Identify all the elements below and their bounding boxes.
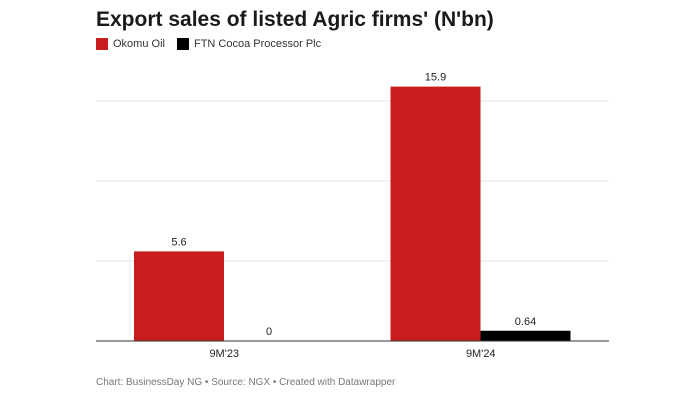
bar-ftn-1	[480, 330, 571, 341]
legend-swatch-okomu	[96, 38, 108, 50]
x-tick-label: 9M'24	[466, 348, 496, 360]
legend-label-okomu: Okomu Oil	[113, 38, 165, 50]
data-label: 0.64	[515, 316, 536, 328]
legend-item-okomu: Okomu Oil	[96, 38, 165, 50]
data-label: 15.9	[425, 72, 446, 84]
x-tick-label: 9M'23	[209, 348, 239, 360]
data-label: 5.6	[171, 236, 186, 248]
data-label: 0	[266, 326, 272, 338]
legend-item-ftn: FTN Cocoa Processor Plc	[176, 38, 322, 50]
bar-okomu-0	[134, 251, 224, 341]
chart-title: Export sales of listed Agric firms' (N'b…	[96, 8, 494, 31]
bar-okomu-1	[390, 86, 481, 341]
legend-label-ftn: FTN Cocoa Processor Plc	[193, 38, 322, 50]
legend-swatch-ftn	[176, 38, 189, 50]
legend: Okomu Oil FTN Cocoa Processor Plc	[96, 38, 333, 50]
chart-footer: Chart: BusinessDay NG • Source: NGX • Cr…	[96, 377, 396, 388]
